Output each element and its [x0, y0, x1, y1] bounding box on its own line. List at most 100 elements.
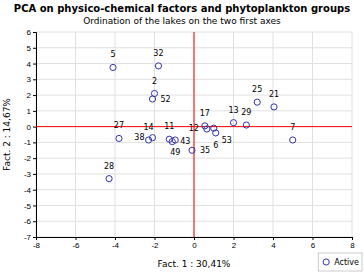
- subtitle: Ordination of the lakes on the two first…: [83, 16, 281, 26]
- x-tick: 0: [192, 237, 197, 250]
- x-tick: -4: [112, 237, 120, 250]
- point-label: 28: [104, 162, 114, 171]
- point: [110, 64, 116, 70]
- point: [189, 147, 195, 153]
- x-tick: -2: [151, 237, 159, 250]
- x-tick-label: 2: [232, 241, 237, 250]
- y-tick: 4: [27, 60, 36, 69]
- legend: Active: [318, 253, 362, 271]
- point: [149, 135, 155, 141]
- y-tick: 3: [27, 75, 36, 84]
- y-tick-label: -1: [24, 138, 32, 147]
- y-tick-label: -6: [24, 217, 32, 226]
- y-tick-mark: [33, 79, 36, 80]
- y-tick-mark: [33, 158, 36, 159]
- point: [106, 176, 112, 182]
- x-tick-mark: [194, 237, 195, 240]
- point-label: 38: [134, 133, 144, 142]
- y-tick-mark: [33, 221, 36, 222]
- point-label: 5: [110, 50, 115, 59]
- point-label: 2: [152, 77, 157, 86]
- y-axis-line: [33, 33, 37, 238]
- point-label: 25: [252, 85, 262, 94]
- x-tick-label: -4: [112, 241, 120, 250]
- y-tick-mark: [33, 190, 36, 191]
- y-tick: -5: [24, 202, 36, 211]
- y-tick-label: 0: [27, 123, 32, 132]
- y-tick: -6: [24, 217, 36, 226]
- point: [116, 135, 122, 141]
- y-tick: -3: [24, 170, 36, 179]
- legend-symbol: [323, 259, 329, 265]
- y-tick-mark: [33, 237, 36, 238]
- x-tick-label: 0: [192, 241, 197, 250]
- y-tick-mark: [33, 142, 36, 143]
- x-axis-line: [37, 238, 353, 241]
- chart: PCA on physico-chemical factors and phyt…: [0, 0, 364, 273]
- y-tick-label: 1: [27, 107, 32, 116]
- y-tick: -7: [24, 233, 36, 242]
- point-label: 13: [228, 106, 238, 115]
- point: [172, 137, 178, 143]
- y-tick-label: -2: [24, 154, 32, 163]
- grid-line-x: [233, 32, 234, 237]
- y-tick-mark: [33, 95, 36, 96]
- y-tick-label: -7: [24, 233, 32, 242]
- y-tick: -2: [24, 154, 36, 163]
- y-tick-mark: [33, 48, 36, 49]
- point: [271, 104, 277, 110]
- y-tick: 0: [27, 123, 36, 132]
- grid-line-x: [115, 32, 116, 237]
- y-tick-label: 2: [27, 91, 32, 100]
- point-label: 29: [241, 108, 251, 117]
- y-tick-label: -3: [24, 170, 32, 179]
- x-axis: -8 -6 -4 -2 0 2 4 6 8: [33, 237, 355, 250]
- legend-item: Active: [323, 258, 359, 267]
- y-tick-label: -5: [24, 202, 32, 211]
- x-tick: 6: [311, 237, 316, 250]
- x-tick: 8: [350, 237, 355, 250]
- y-tick-mark: [33, 32, 36, 33]
- grid: [36, 32, 352, 237]
- x-tick-label: 8: [350, 241, 355, 250]
- y-tick-label: 5: [27, 44, 32, 53]
- x-tick: -6: [72, 237, 80, 250]
- grid-line-x: [273, 32, 274, 237]
- y-tick: 6: [27, 28, 36, 37]
- x-tick-label: 6: [311, 241, 316, 250]
- point: [155, 63, 161, 69]
- x-tick-mark: [352, 237, 353, 240]
- x-tick-label: -2: [151, 241, 159, 250]
- legend-items: Active: [323, 258, 359, 267]
- x-tick-mark: [234, 237, 235, 240]
- point: [243, 122, 249, 128]
- title: PCA on physico-chemical factors and phyt…: [14, 3, 350, 14]
- y-tick-mark: [33, 64, 36, 65]
- x-tick: 2: [232, 237, 237, 250]
- plot-area: -8 -6 -4 -2 0 2 4 6 8 -7 -6 -5 -4 -3 -2 -1 0 1 2 3 4 5 6 53 2 25 2…: [24, 28, 355, 250]
- point-label: 7: [290, 123, 295, 132]
- x-tick: -8: [33, 237, 41, 250]
- point-labels: 53225227281438114349351712536132925217: [104, 49, 295, 171]
- x-tick-mark: [115, 237, 116, 240]
- x-tick: 4: [271, 237, 276, 250]
- y-tick-label: -4: [24, 186, 32, 195]
- marks: [36, 32, 352, 237]
- point-label: 35: [200, 146, 210, 155]
- x-tick-label: 4: [271, 241, 276, 250]
- point-label: 49: [170, 148, 180, 157]
- point-label: 53: [222, 136, 232, 145]
- reference-line-x: [194, 32, 195, 237]
- x-tick-mark: [273, 237, 274, 240]
- y-tick-label: 4: [27, 60, 32, 69]
- y-tick: -4: [24, 186, 36, 195]
- y-tick-mark: [33, 127, 36, 128]
- point: [149, 96, 155, 102]
- point: [290, 137, 296, 143]
- legend-box: [318, 253, 362, 271]
- point-label: 11: [164, 122, 174, 131]
- legend-label: Active: [334, 258, 359, 267]
- y-axis-title: Fact. 2 : 14,67%: [2, 98, 12, 171]
- y-tick-mark: [33, 174, 36, 175]
- grid-line-x: [312, 32, 313, 237]
